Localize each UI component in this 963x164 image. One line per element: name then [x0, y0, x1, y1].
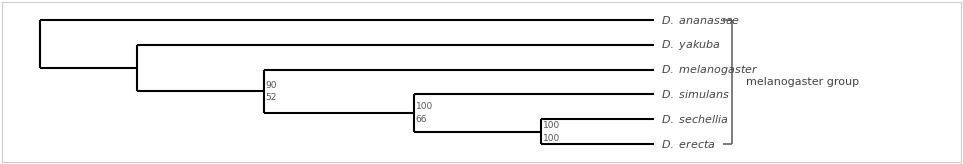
Text: $\it{D.\ simulans}$: $\it{D.\ simulans}$	[662, 89, 731, 101]
Text: 66: 66	[416, 115, 427, 124]
Text: melanogaster group: melanogaster group	[746, 77, 859, 87]
Text: 90: 90	[266, 81, 277, 90]
Text: $\it{D.\ ananassae}$: $\it{D.\ ananassae}$	[662, 14, 741, 26]
Text: $\it{D.\ yakuba}$: $\it{D.\ yakuba}$	[662, 38, 721, 51]
Text: 100: 100	[416, 102, 432, 112]
Text: 100: 100	[543, 134, 560, 143]
Text: $\it{D.\ sechellia}$: $\it{D.\ sechellia}$	[662, 113, 729, 125]
Text: $\it{D.\ erecta}$: $\it{D.\ erecta}$	[662, 138, 716, 150]
Text: 100: 100	[543, 121, 560, 130]
Text: 52: 52	[266, 93, 277, 102]
Text: $\it{D.\ melanogaster}$: $\it{D.\ melanogaster}$	[662, 62, 759, 77]
